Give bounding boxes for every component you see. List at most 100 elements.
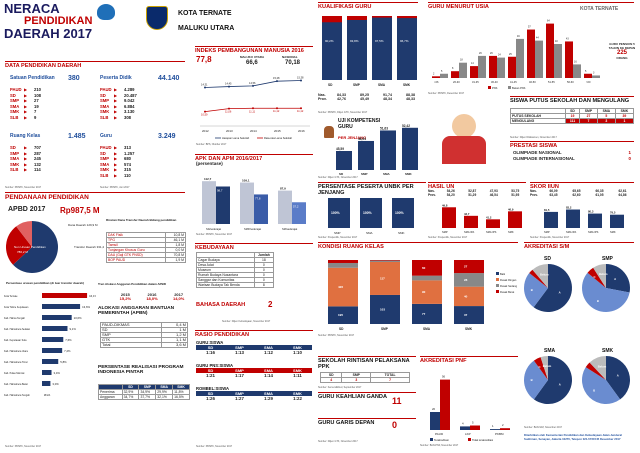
satuan-row: SLB ▶ 9 bbox=[10, 115, 98, 121]
akr-slice bbox=[533, 357, 548, 380]
un-bar bbox=[508, 211, 522, 228]
garis-source: Sumber: Ditjen GTK, November 2017 bbox=[318, 440, 358, 443]
persen-bar bbox=[42, 304, 81, 309]
pnf-akr-bar bbox=[490, 429, 500, 430]
arrow-right-icon: ▶ bbox=[24, 109, 28, 115]
iiun-stat-row: Nas. 66,09 65,65 66,35 62,61 bbox=[530, 189, 634, 193]
persen-label: Kab. Halmahera Utara bbox=[4, 350, 28, 353]
akr-slice-label: A bbox=[614, 277, 616, 281]
kondisi-value: 28 bbox=[464, 278, 468, 282]
tren-value: 14,0% bbox=[172, 296, 185, 301]
kondisi-value: 77 bbox=[422, 312, 426, 316]
usia-title: GURU MENURUT USIA bbox=[428, 2, 634, 10]
usia-source: Sumber: PDSPK, Desember 2017 bbox=[428, 92, 465, 95]
iiun-stat-value: 63,45 bbox=[549, 193, 558, 197]
rincian-title: Rincian Dana Transfer Daerah Bidang pend… bbox=[106, 218, 177, 222]
un-cat: SMP bbox=[442, 230, 448, 234]
kebudayaan-table: Jumlah Cagar Budaya 18 Desa Adat 0 Museum 0 Rum… bbox=[196, 252, 275, 288]
kual-bar bbox=[347, 19, 367, 80]
usia-pns-value: 2 bbox=[433, 72, 435, 75]
ukg-chart: 45,59 SD 48,54 SMP 51,63 SMA 52,42 SMK bbox=[336, 124, 418, 176]
arrow-right-icon: ▶ bbox=[114, 92, 118, 98]
ppk-source: Sumber: Kemendikbud, September 2017 bbox=[318, 386, 362, 389]
iiun-stat-row: Prov. 63,45 62,60 61,05 64,86 bbox=[530, 193, 634, 197]
rata-line bbox=[204, 107, 301, 113]
arrow-right-icon: ▶ bbox=[24, 150, 28, 156]
iiun-bar bbox=[566, 209, 580, 228]
ruang-row-value: 707 bbox=[34, 145, 41, 150]
usia-pns-value: 5 bbox=[585, 70, 587, 73]
usia-note: GURU PENSIUN 5 TAHUN KE DEPAN 225 ORANG bbox=[608, 42, 636, 60]
guru-row-label: SMA bbox=[100, 161, 110, 167]
kondisi-legend: Rusak Ringan bbox=[500, 278, 517, 282]
kondisi-segment bbox=[454, 260, 484, 274]
pnf-tidak-bar bbox=[470, 425, 480, 430]
akr-slice-label: Belum bbox=[543, 364, 552, 368]
region-province: MALUKU UTARA bbox=[178, 25, 235, 32]
arrow-right-icon: ▶ bbox=[24, 156, 28, 162]
pnf-tidak-value: 56 bbox=[442, 375, 446, 379]
teacher-icon bbox=[324, 126, 334, 138]
data-title: DATA PENDIDIKAN DAERAH bbox=[5, 61, 185, 69]
usia-nonpns-value: 40 bbox=[555, 40, 558, 43]
pnf-cat: PAUD bbox=[435, 432, 444, 436]
peserta-row-label: SMP bbox=[100, 98, 110, 104]
arrow-right-icon: ▶ bbox=[24, 98, 28, 104]
ruang-row: SMA ▶ 245 bbox=[10, 156, 98, 162]
pie-label-non-val: 786,2 M bbox=[17, 250, 28, 254]
rasio-head: SMP bbox=[235, 345, 244, 350]
akr-slice bbox=[606, 356, 630, 400]
kual-bar bbox=[397, 18, 417, 80]
usia-pns-bar bbox=[489, 55, 497, 78]
ipm-year: 2012 bbox=[202, 129, 209, 133]
ppk-value: 4 bbox=[319, 377, 343, 383]
apk-cat: SMP/sederajat bbox=[244, 227, 261, 231]
rasio-label: GURU PNS:SISWA bbox=[196, 363, 233, 368]
peserta-row: PAUD ▶ 4.289 bbox=[100, 87, 190, 93]
un-source: Sumber: Puspendik, November 2017 bbox=[428, 236, 468, 239]
rasio-label: GURU:SISWA bbox=[196, 340, 224, 345]
rasio-value: 1:21 bbox=[206, 373, 215, 378]
usia-nonpns-value: 3 bbox=[593, 71, 595, 74]
realisasi-title: PERSENTASE REALISASI PROGRAM INDONESIA P… bbox=[98, 365, 184, 375]
apk-value: 112,7 bbox=[204, 177, 212, 181]
persen-label: Kab. Halma Tengah bbox=[4, 317, 26, 320]
un-stat-row: Prov. 54,20 51,29 46,54 51,95 bbox=[428, 193, 526, 197]
kondisi-segment bbox=[370, 260, 400, 262]
usia-cat: 36-40 bbox=[491, 80, 498, 84]
un-bar bbox=[464, 215, 478, 228]
satuan-row: PAUD ▶ 210 bbox=[10, 87, 98, 93]
usia-pns-value: 8 bbox=[452, 67, 454, 70]
usia-pns-value: 14 bbox=[471, 62, 474, 65]
realisasi-value: 32,1% bbox=[155, 394, 174, 400]
rata-label: 11,12 bbox=[273, 109, 280, 113]
iiun-stat-value: 62,61 bbox=[618, 189, 627, 193]
ppk-value: 7 bbox=[370, 377, 410, 383]
usia-nonpns-bar bbox=[459, 62, 467, 78]
kual-stat-value: 48,33 bbox=[406, 97, 415, 101]
kualifikasi-source: Sumber: PDSPK, Ditjen GTK, November 2017 bbox=[318, 111, 368, 114]
usia-nonpns-bar bbox=[535, 40, 543, 78]
usia-nonpns-bar bbox=[592, 75, 600, 78]
title-line-1: NERACA bbox=[4, 1, 60, 16]
apk-sub: (persentase) bbox=[196, 161, 223, 166]
legend-swatch bbox=[488, 86, 491, 89]
usia-nonpns-bar bbox=[573, 64, 581, 78]
unbk-cat: SMA bbox=[366, 231, 373, 235]
un-stat-value: 51,29 bbox=[468, 193, 477, 197]
ministry-logo bbox=[97, 4, 115, 20]
apm-bar bbox=[292, 202, 306, 224]
kual-stat-value: 89,25 bbox=[360, 93, 369, 97]
kondisi-chart: 195 426 SD 103 117 SMP 77 90 60 SMA 37 40 28 27 SMK Bai… bbox=[328, 260, 518, 331]
peserta-row-value: 308 bbox=[124, 114, 131, 120]
kualifikasi-title: KUALIFIKASI GURU bbox=[318, 2, 418, 10]
pie-label-transfer: Transfer Daerah 331,4 M bbox=[74, 245, 104, 249]
realisasi-value: 37,7% bbox=[138, 394, 157, 400]
rasio-value: 1:26 bbox=[206, 396, 215, 401]
kual-stat-label: Nas. bbox=[318, 93, 326, 97]
arrow-right-icon: ▶ bbox=[24, 145, 28, 150]
tren-year: 2017 bbox=[174, 292, 184, 297]
akr-slice bbox=[589, 356, 606, 380]
arrow-right-icon: ▶ bbox=[24, 167, 28, 173]
